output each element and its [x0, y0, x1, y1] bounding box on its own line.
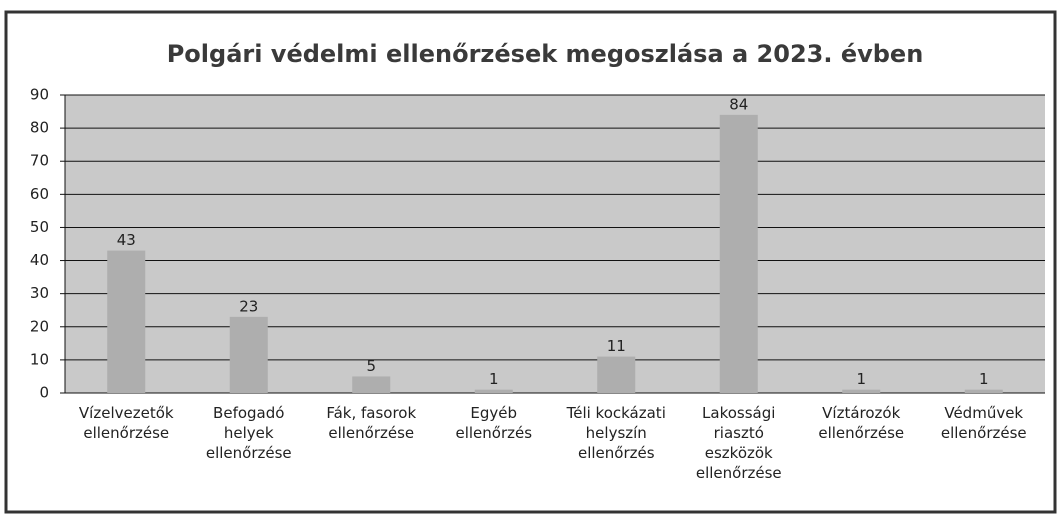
bar: [719, 114, 758, 393]
bar: [474, 389, 513, 393]
plot-area: [65, 95, 1045, 393]
y-tick-label: 0: [39, 384, 49, 402]
bar: [964, 389, 1003, 393]
x-tick-label: Téli kockázati helyszín ellenőrzés: [566, 404, 666, 462]
bar: [107, 250, 146, 393]
chart-title: Polgári védelmi ellenőrzések megoszlása …: [167, 40, 924, 68]
data-label: 84: [729, 95, 748, 113]
y-tick-label: 20: [30, 317, 49, 335]
x-tick-label: Egyéb ellenőrzés: [455, 404, 533, 442]
y-tick-label: 40: [30, 251, 49, 269]
x-tick-label: Vízelvezetők ellenőrzése: [78, 404, 174, 442]
data-label: 23: [239, 297, 258, 315]
data-label: 5: [366, 357, 376, 375]
bar: [597, 356, 636, 393]
data-label: 1: [489, 370, 499, 388]
x-tick-label: Befogadó helyek ellenőrzése: [205, 404, 292, 462]
bar: [229, 316, 268, 393]
bar: [842, 389, 881, 393]
data-label: 43: [117, 231, 136, 249]
y-tick-label: 80: [30, 119, 49, 137]
x-tick-label: Védművek ellenőrzése: [940, 404, 1027, 442]
data-label: 1: [979, 370, 989, 388]
x-tick-label: Víztározók ellenőrzése: [818, 404, 905, 442]
x-tick-label: Lakossági riasztó eszközök ellenőrzése: [695, 404, 782, 482]
y-tick-label: 10: [30, 350, 49, 368]
data-label: 1: [856, 370, 866, 388]
y-tick-label: 90: [30, 86, 49, 104]
y-tick-label: 60: [30, 185, 49, 203]
y-tick-label: 70: [30, 152, 49, 170]
x-tick-label: Fák, fasorok ellenőrzése: [326, 404, 417, 442]
y-tick-label: 30: [30, 284, 49, 302]
y-tick-label: 50: [30, 218, 49, 236]
bar: [352, 376, 391, 393]
data-label: 11: [607, 337, 626, 355]
